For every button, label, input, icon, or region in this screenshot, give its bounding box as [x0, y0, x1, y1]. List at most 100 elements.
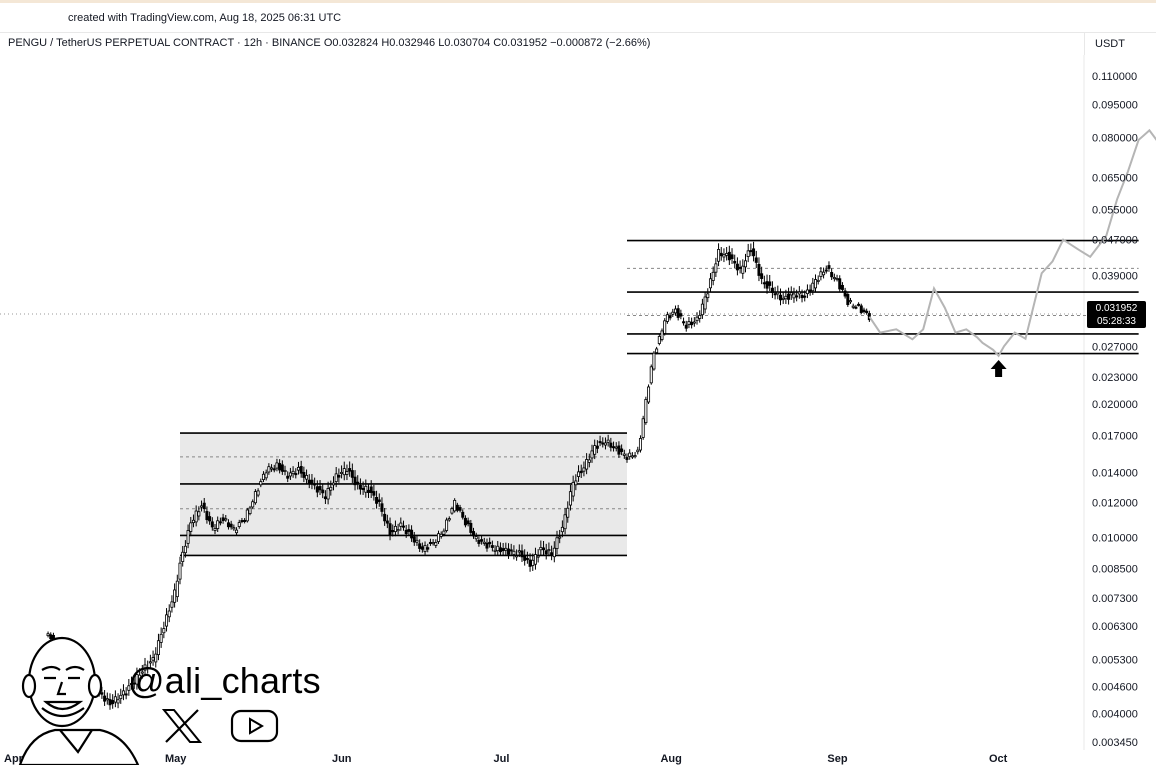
candle-body [679, 313, 683, 317]
currency-text: USDT [1095, 38, 1125, 50]
candle-body [372, 491, 376, 496]
candle-body [480, 539, 484, 542]
candle-body [808, 289, 812, 292]
candle-body [614, 446, 618, 449]
logo-ear-right [87, 673, 103, 699]
y-tick-label: 0.004600 [1092, 682, 1138, 694]
candle-body [827, 265, 831, 269]
candle-body [353, 476, 357, 486]
author-handle: @ali_charts [128, 660, 321, 701]
x-axis-ticks: Apr May Jun Jul Aug Sep Oct [4, 753, 1008, 765]
candle-body [706, 293, 710, 299]
candle-body [210, 521, 214, 528]
candle-body [278, 463, 282, 471]
candle-body [156, 640, 160, 656]
candle-body [108, 699, 112, 706]
candle-body [512, 550, 516, 555]
symbol-legend[interactable]: PENGU / TetherUS PERPETUAL CONTRACT · 12… [8, 37, 651, 49]
candle-body [232, 527, 236, 530]
candle-body [474, 536, 478, 540]
x-logo-icon[interactable] [160, 708, 204, 744]
candle-body [302, 472, 306, 478]
candle-body [402, 525, 406, 528]
candle-body [700, 303, 704, 316]
candle-body [288, 472, 292, 477]
candle-body [612, 446, 616, 449]
annotations [990, 359, 1007, 377]
candle-body [776, 291, 780, 295]
y-tick-label: 0.110000 [1092, 71, 1137, 83]
youtube-icon[interactable] [230, 708, 280, 744]
candle-body [625, 457, 629, 460]
candle-body [490, 545, 494, 548]
y-tick-label: 0.023000 [1092, 372, 1138, 384]
logo-collar [59, 729, 93, 754]
candle-body [482, 541, 486, 544]
candle-body [558, 536, 562, 539]
candle-body [633, 455, 637, 458]
y-tick-label: 0.008500 [1092, 564, 1138, 576]
candle-body [191, 519, 195, 524]
candle-body [221, 517, 225, 522]
candle-body [641, 418, 645, 438]
candle-body [531, 559, 535, 566]
candle-body [743, 260, 747, 268]
candle-body [361, 487, 365, 490]
candle-body [577, 471, 581, 477]
candle-body [256, 490, 260, 496]
candle-body [719, 252, 723, 257]
candle-body [264, 472, 268, 479]
candle-body [202, 502, 206, 510]
candle-body [711, 271, 715, 281]
candle-body [410, 529, 414, 539]
candle-body [579, 470, 583, 474]
logo-beard [41, 707, 85, 718]
candle-body [423, 545, 427, 552]
candle-body [741, 265, 745, 274]
candle-body [520, 550, 524, 558]
candle-body [313, 483, 317, 486]
candle-body [412, 536, 416, 543]
candle-body [259, 481, 263, 486]
candle-body [703, 296, 707, 310]
x-tick-label: Jul [494, 753, 510, 765]
candle-body [226, 522, 230, 528]
candle-body [585, 459, 589, 470]
x-tick-label: May [165, 753, 187, 765]
candle-body [515, 555, 519, 558]
candle-body [733, 260, 737, 264]
candle-body [437, 533, 441, 542]
candle-body [568, 491, 572, 506]
candle-body [757, 263, 761, 276]
candle-body [305, 475, 309, 480]
candle-body [208, 516, 212, 522]
candle-body [784, 295, 788, 300]
current-price-tag[interactable]: 0.031952 05:28:33 [1087, 301, 1146, 328]
candle-body [237, 522, 241, 527]
arrow-up-marker [990, 359, 1007, 377]
y-tick-label: 0.039000 [1092, 271, 1138, 283]
candle-body [205, 511, 209, 521]
candle-body [738, 266, 742, 269]
candle-body [563, 514, 567, 530]
candle-body [690, 321, 694, 326]
x-tick-label: Oct [989, 753, 1008, 765]
y-tick-label: 0.020000 [1092, 399, 1138, 411]
bar-countdown: 05:28:33 [1097, 316, 1136, 327]
candle-body [159, 633, 163, 643]
candle-body [533, 554, 537, 565]
x-tick-label: Jun [332, 753, 352, 765]
logo-shirt [18, 728, 140, 765]
candle-body [294, 473, 298, 476]
candle-body [310, 479, 314, 485]
candle-body [415, 539, 419, 543]
candle-body [601, 442, 605, 445]
candle-body [536, 555, 540, 558]
candle-body [574, 480, 578, 486]
candle-body [173, 589, 177, 603]
candle-body [830, 272, 834, 278]
candle-body [498, 547, 502, 553]
candle-body [148, 661, 152, 664]
currency-label[interactable]: USDT [1084, 33, 1155, 55]
